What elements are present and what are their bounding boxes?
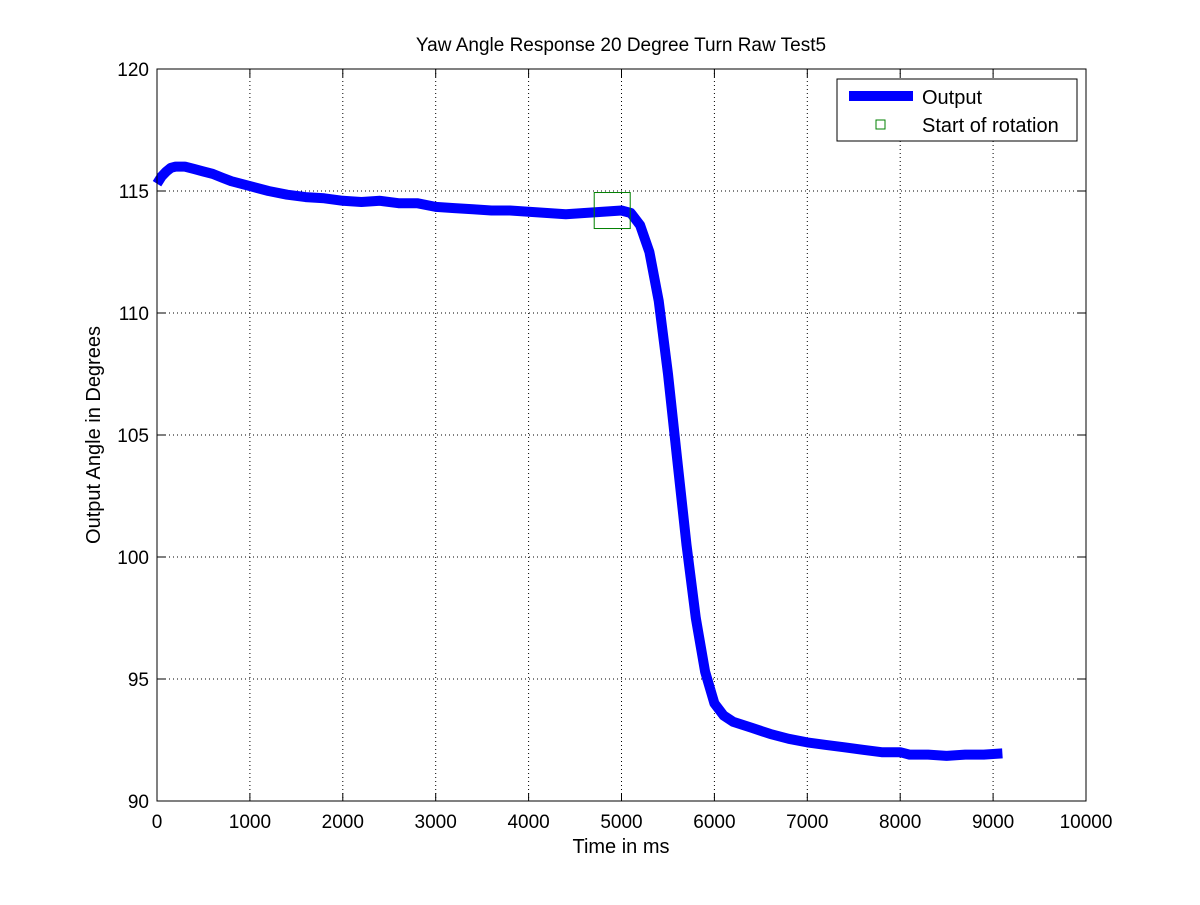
y-tick-label: 90 [128,792,149,813]
x-tick-label: 9000 [972,812,1014,833]
legend-box [836,78,1078,142]
x-tick-label: 6000 [693,812,735,833]
x-tick-label: 1000 [229,812,271,833]
y-tick-label: 100 [117,548,149,569]
series-layer [152,161,1003,761]
x-tick-label: 4000 [507,812,549,833]
chart-title: Yaw Angle Response 20 Degree Turn Raw Te… [416,35,826,56]
x-tick-label: 10000 [1060,812,1113,833]
y-tick-label: 110 [119,304,149,325]
y-tick-label: 95 [128,670,149,691]
x-tick-label: 0 [152,812,163,833]
legend-output-label: Output [922,87,982,109]
y-tick-label: 115 [119,182,149,203]
y-tick-label: 105 [117,426,149,447]
y-tick-label: 120 [117,60,149,81]
x-tick-label: 3000 [415,812,457,833]
series-output-line [152,161,1003,761]
legend-start-marker [875,119,886,130]
x-tick-label: 7000 [786,812,828,833]
start-of-rotation-marker [593,192,631,230]
x-tick-label: 8000 [879,812,921,833]
x-tick-label: 5000 [600,812,642,833]
grid-lines [157,69,1086,801]
axis-ticks: 0 1000 2000 3000 4000 5000 6000 7000 8000 9000 100… [117,60,1112,833]
y-axis-label: Output Angle in Degrees [83,326,105,544]
legend-start-label: Start of rotation [922,115,1059,137]
legend: Output Start of rotation [836,78,1078,142]
x-tick-label: 2000 [322,812,364,833]
x-axis-label: Time in ms [572,836,669,858]
